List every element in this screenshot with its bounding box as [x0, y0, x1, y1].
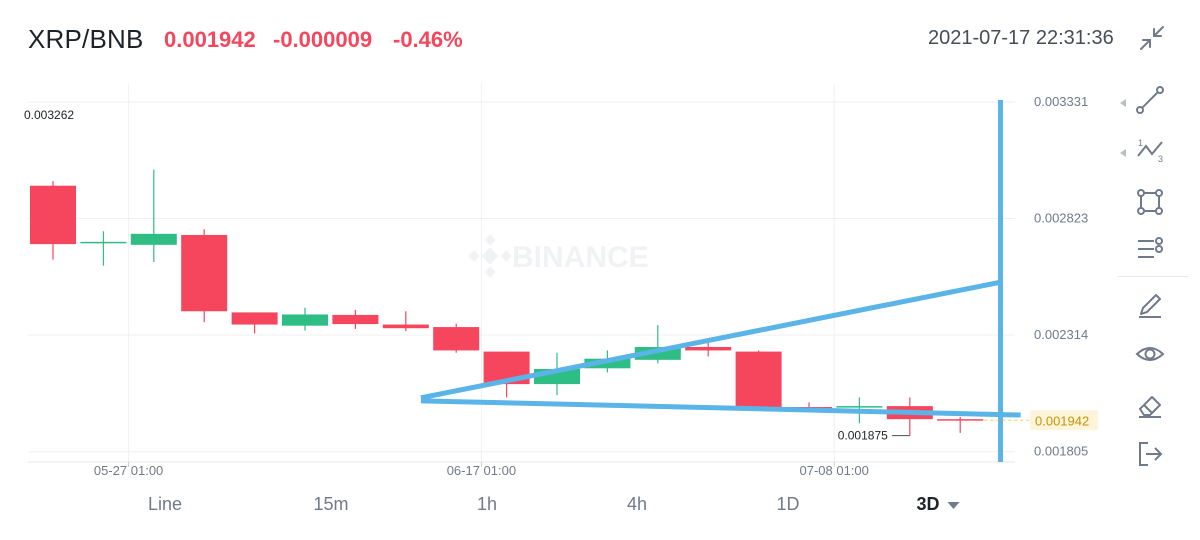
indicator-settings-button[interactable]	[1134, 233, 1170, 265]
eraser-icon	[1139, 396, 1161, 418]
candle-up	[634, 325, 681, 364]
candle-body	[433, 327, 480, 351]
binance-watermark: BINANCE	[468, 234, 649, 278]
eye-icon	[1135, 347, 1165, 361]
svg-text:1: 1	[1138, 138, 1143, 148]
svg-text:3: 3	[1158, 154, 1163, 164]
rectangle-tool-button[interactable]	[1134, 186, 1170, 218]
candle-body	[382, 324, 429, 329]
interval-3d[interactable]: 3D	[916, 494, 960, 515]
candle-body	[130, 233, 177, 245]
candle-down	[181, 229, 228, 323]
interval-15m[interactable]: 15m	[313, 494, 348, 515]
candle-body	[231, 312, 278, 325]
interval-line[interactable]: Line	[148, 494, 182, 515]
candle-up	[80, 231, 127, 266]
candle-down	[231, 312, 278, 334]
candle-up	[130, 169, 177, 263]
wave-pattern-tool-icon: 13	[1137, 138, 1163, 164]
candle-down	[735, 350, 782, 409]
candles	[30, 169, 984, 436]
pencil-button[interactable]	[1134, 289, 1170, 321]
pencil-icon	[1139, 294, 1161, 318]
chart-header: XRP/BNB 0.001942 -0.000009 -0.46% 2021-0…	[0, 0, 1200, 80]
candle-down	[483, 351, 530, 398]
interval-4h[interactable]: 4h	[627, 494, 647, 515]
x-tick-label: 05-27 01:00	[94, 463, 163, 478]
candle-body	[937, 419, 984, 421]
trend-line-drawing[interactable]	[420, 279, 1002, 401]
interval-label: 15m	[313, 494, 349, 514]
candle-body	[181, 234, 228, 312]
interval-label: 1h	[476, 494, 498, 514]
candle-down	[685, 341, 732, 357]
candlestick-chart[interactable]: BINANCE 0.003331 0.002823 0.002314 0.001805…	[0, 78, 1110, 478]
low-price-label: 0.001875	[838, 429, 888, 443]
trend-line-drawing[interactable]	[420, 398, 1021, 418]
candle-body	[30, 185, 76, 245]
price-change: -0.000009	[273, 27, 373, 52]
interval-bar: Line 15m 1h 4h 1D 3D	[0, 478, 1110, 528]
candle-down	[332, 309, 379, 329]
candle-body	[735, 351, 782, 408]
x-tick-label: 06-17 01:00	[447, 463, 516, 478]
candle-down	[433, 323, 480, 353]
pair-title: XRP/BNB	[28, 24, 144, 54]
candle-body	[685, 346, 732, 351]
indicator-settings-icon	[1138, 237, 1163, 258]
candle-down	[382, 311, 429, 332]
drawings[interactable]	[420, 100, 1021, 462]
exit-icon	[1139, 442, 1163, 466]
rectangle-tool-icon	[1137, 189, 1163, 215]
last-price: 0.001942	[164, 27, 256, 52]
grid	[28, 84, 1015, 463]
candle-down	[30, 181, 76, 260]
interval-label: 4h	[626, 494, 648, 514]
trend-line-tool-button[interactable]	[1134, 84, 1170, 116]
trend-line-tool-icon	[1136, 86, 1164, 114]
high-price-label: 0.003262	[24, 108, 74, 122]
interval-label: 1D	[776, 494, 800, 514]
x-tick-label: 07-08 01:00	[799, 463, 868, 478]
interval-label: Line	[147, 494, 183, 514]
collapse-fullscreen-button[interactable]	[1138, 24, 1166, 52]
candle-body	[282, 314, 328, 326]
chart-canvas[interactable]: BINANCE 0.003331 0.002823 0.002314 0.001805…	[0, 78, 1110, 478]
last-price-box	[1030, 410, 1098, 431]
candle-down	[886, 397, 933, 436]
last-price-label: 0.001942	[1035, 413, 1089, 428]
expand-tool-caret-icon[interactable]	[1118, 95, 1128, 107]
candle-body	[332, 314, 379, 325]
collapse-icon	[1140, 26, 1164, 50]
eye-button[interactable]	[1134, 338, 1170, 370]
candle-down	[937, 416, 984, 433]
exit-button[interactable]	[1134, 438, 1170, 470]
y-tick-label: 0.002823	[1034, 210, 1088, 225]
watermark-text: BINANCE	[512, 241, 649, 274]
price-change-percent: -0.46%	[393, 27, 463, 52]
toolbar-divider	[1118, 276, 1188, 277]
current-datetime: 2021-07-17 22:31:36	[928, 27, 1114, 49]
eraser-button[interactable]	[1134, 389, 1170, 421]
y-tick-label: 0.001805	[1034, 444, 1088, 459]
candle-body	[584, 358, 631, 369]
interval-label: 3D	[916, 494, 940, 514]
y-tick-label: 0.002314	[1034, 327, 1088, 342]
axis-labels: 0.003331 0.002823 0.002314 0.001805 05-27 01…	[24, 94, 1098, 478]
candle-body	[80, 241, 127, 244]
interval-1d[interactable]: 1D	[776, 494, 799, 515]
chevron-down-icon[interactable]	[947, 501, 960, 509]
candle-up	[282, 307, 328, 331]
interval-1h[interactable]: 1h	[477, 494, 497, 515]
candle-body	[836, 406, 883, 408]
y-tick-label: 0.003331	[1034, 94, 1088, 109]
expand-tool-caret-icon[interactable]	[1118, 145, 1128, 157]
